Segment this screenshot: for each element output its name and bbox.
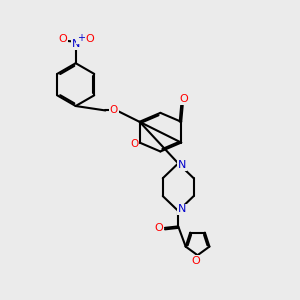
- Text: O: O: [110, 106, 118, 116]
- Text: O: O: [192, 256, 200, 266]
- Text: N: N: [71, 40, 80, 50]
- Text: O: O: [85, 34, 94, 44]
- Text: O: O: [130, 139, 138, 149]
- Text: O: O: [58, 34, 67, 44]
- Text: -: -: [56, 31, 61, 44]
- Text: +: +: [77, 33, 85, 43]
- Text: N: N: [178, 204, 186, 214]
- Text: O: O: [154, 224, 163, 233]
- Text: O: O: [179, 94, 188, 104]
- Text: N: N: [178, 160, 186, 170]
